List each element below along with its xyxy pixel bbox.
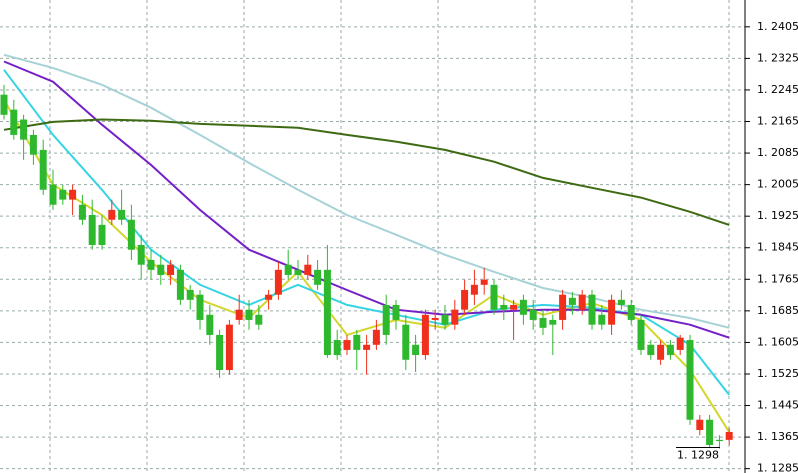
candle-body xyxy=(69,189,77,200)
price-label: 1. 1298 xyxy=(677,449,719,462)
candle-body xyxy=(167,264,175,275)
candle-body xyxy=(647,344,655,356)
candle-body xyxy=(284,264,292,275)
candle-body xyxy=(225,324,233,371)
candle-body xyxy=(245,309,253,320)
candle-body xyxy=(382,304,390,335)
candle-body xyxy=(372,329,380,345)
candle-body xyxy=(666,344,674,356)
candle-body xyxy=(10,109,18,135)
candle-body xyxy=(196,294,204,320)
candle-body xyxy=(294,269,302,275)
candle-body xyxy=(421,314,429,356)
candle-body xyxy=(323,269,331,356)
candle-body xyxy=(539,317,547,328)
candle-body xyxy=(49,184,57,205)
y-tick-label: 1. 2005 xyxy=(757,178,798,191)
candle-body xyxy=(461,289,469,310)
candle-body xyxy=(617,299,625,305)
candle-body xyxy=(686,340,694,420)
candle-body xyxy=(363,344,371,350)
candle-body xyxy=(441,314,449,325)
candle-body xyxy=(88,215,96,245)
candle-body xyxy=(157,264,165,275)
y-tick-label: 1. 1285 xyxy=(757,462,798,473)
candle-body xyxy=(451,309,459,325)
y-tick-label: 1. 1365 xyxy=(757,430,798,443)
candle-body xyxy=(20,119,28,140)
y-tick-label: 1. 1525 xyxy=(757,367,798,380)
candle-body xyxy=(500,304,508,310)
candle-body xyxy=(343,340,351,350)
candle-body xyxy=(480,279,488,285)
candle-body xyxy=(578,294,586,310)
candle-body xyxy=(588,294,596,325)
candle-body xyxy=(0,94,8,115)
candle-body xyxy=(333,340,341,356)
candle-body xyxy=(147,259,155,270)
candle-body xyxy=(529,309,537,320)
y-tick-label: 1. 2245 xyxy=(757,83,798,96)
candle-body xyxy=(657,344,665,360)
candle-body xyxy=(265,294,273,300)
y-tick-label: 1. 2165 xyxy=(757,115,798,128)
candle-body xyxy=(715,439,723,442)
candle-body xyxy=(392,304,400,320)
y-tick-label: 1. 1605 xyxy=(757,335,798,348)
candle-body xyxy=(676,337,684,350)
candle-body xyxy=(608,299,616,325)
candle-body xyxy=(137,244,145,265)
candle-body xyxy=(549,319,557,325)
candle-body xyxy=(696,419,704,430)
candle-body xyxy=(78,204,86,220)
candle-body xyxy=(490,284,498,310)
candle-body xyxy=(314,269,322,285)
candle-body xyxy=(186,289,194,300)
candle-body xyxy=(637,319,645,350)
candle-body xyxy=(108,209,116,220)
candle-body xyxy=(519,299,527,315)
candle-body xyxy=(127,219,135,250)
y-tick-label: 1. 1765 xyxy=(757,272,798,285)
candle-body xyxy=(559,294,567,320)
moving-average-line xyxy=(3,60,730,339)
candle-body xyxy=(176,269,184,300)
y-tick-label: 1. 1925 xyxy=(757,209,798,222)
price-label-box xyxy=(676,448,720,463)
candle-body xyxy=(235,309,243,320)
candle-body xyxy=(118,209,126,220)
y-tick-label: 1. 1845 xyxy=(757,241,798,254)
candle-body xyxy=(402,324,410,360)
candle-body xyxy=(206,314,214,335)
candle-body xyxy=(353,334,361,350)
y-tick-label: 1. 1445 xyxy=(757,399,798,412)
y-tick-label: 1. 2325 xyxy=(757,51,798,64)
candle-body xyxy=(568,297,576,305)
candle-body xyxy=(470,284,478,295)
y-tick-label: 1. 1685 xyxy=(757,304,798,317)
moving-average-line xyxy=(3,118,730,226)
candle-body xyxy=(29,134,37,155)
candle-body xyxy=(98,224,106,245)
candle-body xyxy=(274,269,282,295)
candle-body xyxy=(412,344,420,356)
candle-body xyxy=(510,304,518,310)
candle-body xyxy=(216,334,224,371)
y-tick-label: 1. 2085 xyxy=(757,146,798,159)
candle-body xyxy=(627,304,635,320)
candle-body xyxy=(725,431,733,440)
candle-body xyxy=(39,149,47,190)
candle-body xyxy=(59,189,67,200)
candle-body xyxy=(706,419,714,445)
candle-body xyxy=(255,314,263,325)
candle-body xyxy=(304,264,312,275)
moving-average-line xyxy=(3,99,731,433)
candle-body xyxy=(598,314,606,325)
candle-body xyxy=(431,317,439,320)
y-tick-label: 1. 2405 xyxy=(757,20,798,33)
moving-average-line xyxy=(3,53,730,329)
